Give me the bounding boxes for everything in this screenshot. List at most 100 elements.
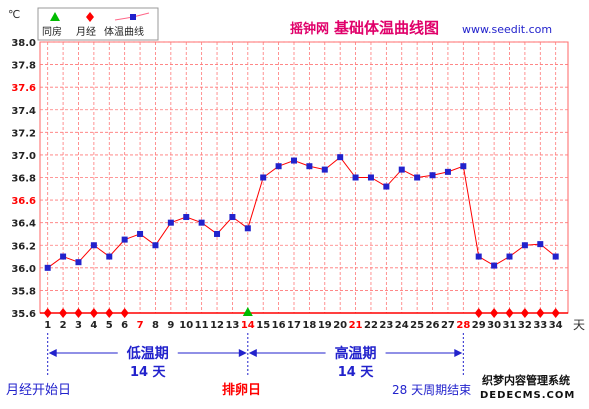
temperature-point: [337, 154, 344, 161]
legend-label: 同房: [42, 25, 62, 38]
x-tick-label: 4: [90, 320, 97, 331]
temperature-point: [429, 172, 436, 179]
x-unit-label: 天: [573, 318, 585, 332]
y-tick-label: 36.8: [11, 174, 36, 185]
x-tick-label: 13: [225, 320, 239, 331]
phase-arrow-right-head: [454, 349, 463, 357]
watermark-text: 织梦内容管理系统: [482, 373, 570, 387]
temperature-point: [552, 253, 559, 260]
x-tick-label: 15: [256, 320, 270, 331]
ovulation-label: 排卵日: [222, 382, 261, 398]
x-tick-label: 30: [487, 320, 501, 331]
legend-label: 体温曲线: [104, 25, 144, 38]
x-tick-label: 17: [287, 320, 301, 331]
menstruation-marker: [520, 308, 529, 318]
phase-arrow-right-head: [238, 349, 247, 357]
phase-days-label: 14 天: [338, 365, 375, 380]
x-tick-label: 29: [472, 320, 486, 331]
temperature-point: [290, 157, 297, 164]
menstruation-marker: [536, 308, 545, 318]
legend-curve-square-icon: [130, 14, 136, 20]
y-tick-label: 37.0: [11, 151, 36, 162]
temperature-point: [44, 264, 51, 271]
temperature-point: [183, 214, 190, 221]
x-tick-label: 18: [302, 320, 316, 331]
menstruation-marker: [74, 308, 83, 318]
temperature-point: [60, 253, 67, 260]
y-tick-label: 36.0: [11, 264, 36, 275]
y-tick-label: 37.8: [11, 61, 36, 72]
temperature-point: [229, 214, 236, 221]
y-tick-label: 35.6: [11, 309, 36, 320]
cycle-start-label: 月经开始日: [6, 383, 71, 398]
menstruation-marker: [505, 308, 514, 318]
temperature-line: [47, 156, 556, 269]
legend-label: 月经: [76, 25, 96, 38]
event-markers: [43, 307, 560, 318]
x-tick-label: 1: [44, 320, 51, 331]
x-tick-label: 28: [456, 320, 470, 331]
watermark-url: DEDECMS.COM: [480, 390, 575, 401]
temperature-point: [352, 174, 359, 181]
temperature-point: [398, 166, 405, 173]
menstruation-marker: [474, 308, 483, 318]
x-tick-label: 27: [441, 320, 455, 331]
temperature-point: [506, 253, 513, 260]
temperature-point: [275, 163, 282, 170]
x-tick-label: 3: [75, 320, 82, 331]
temperature-point: [167, 219, 174, 226]
x-tick-label: 8: [152, 320, 159, 331]
x-tick-label: 12: [210, 320, 224, 331]
legend-menstruation-icon: [86, 12, 94, 22]
menstruation-marker: [120, 308, 129, 318]
temperature-point: [75, 259, 82, 266]
temperature-point: [460, 163, 467, 170]
grid: [39, 41, 569, 314]
x-tick-label: 16: [272, 320, 286, 331]
temperature-point: [414, 174, 421, 181]
menstruation-marker: [59, 308, 68, 318]
temperature-point: [121, 236, 128, 243]
legend: 同房 月经 体温曲线: [37, 7, 159, 41]
x-tick-label: 24: [395, 320, 409, 331]
temperature-point: [444, 168, 451, 175]
x-tick-label: 19: [318, 320, 332, 331]
temperature-point: [321, 166, 328, 173]
watermark-background: [476, 370, 589, 405]
y-tick-label: 36.2: [11, 241, 36, 252]
x-tick-label: 25: [410, 320, 424, 331]
y-tick-label: 37.2: [11, 128, 36, 139]
menstruation-marker: [105, 308, 114, 318]
phase-label-bg: [117, 343, 178, 363]
temperature-series: [44, 154, 559, 271]
temperature-point: [521, 242, 528, 249]
y-tick-label: 36.4: [11, 219, 36, 230]
temperature-point: [367, 174, 374, 181]
brand-label: 摇钟网: [290, 21, 329, 37]
x-tick-label: 20: [333, 320, 347, 331]
x-tick-label: 22: [364, 320, 378, 331]
temperature-point: [214, 230, 221, 237]
temperature-point: [106, 253, 113, 260]
x-tick-label: 23: [379, 320, 393, 331]
x-tick-label: 9: [167, 320, 174, 331]
intercourse-marker: [242, 307, 253, 316]
x-tick-label: 7: [137, 320, 144, 331]
temperature-point: [198, 219, 205, 226]
x-tick-label: 10: [179, 320, 193, 331]
phase-label-bg: [325, 343, 386, 363]
menstruation-marker: [551, 308, 560, 318]
temperature-point: [306, 163, 313, 170]
x-tick-label: 32: [518, 320, 532, 331]
temperature-point: [152, 242, 159, 249]
temperature-point: [475, 253, 482, 260]
website-label: www.seedit.com: [462, 23, 552, 36]
menstruation-marker: [43, 308, 52, 318]
plot-area: [39, 41, 569, 314]
x-tick-label: 5: [106, 320, 113, 331]
phase-arrow-left-head: [48, 349, 57, 357]
x-tick-label: 34: [549, 320, 563, 331]
legend-box: [37, 7, 159, 41]
phase-label: 高温期: [335, 345, 377, 362]
